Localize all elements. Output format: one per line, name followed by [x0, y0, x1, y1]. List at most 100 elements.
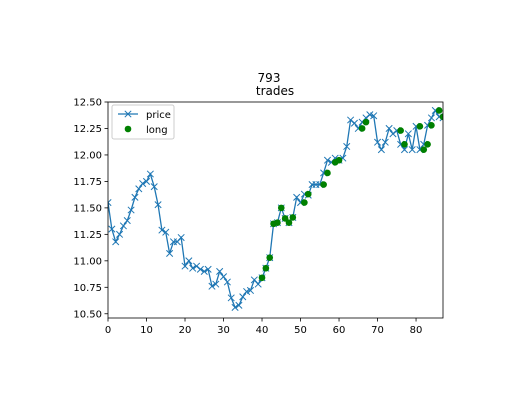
long-point [424, 141, 431, 148]
x-tick-label: 70 [371, 325, 384, 336]
axes: 0 10 20 30 40 50 60 70 80 10.50 10.75 11.00 11.25 11.… [73, 98, 444, 336]
long-point [420, 146, 428, 153]
price-point [139, 179, 147, 188]
price-point [400, 146, 409, 154]
price-point [343, 142, 351, 151]
price-point [373, 138, 382, 146]
long-point [289, 214, 297, 221]
price-point [158, 226, 166, 234]
price-point [204, 265, 212, 273]
long-point [401, 141, 408, 148]
price-point [404, 130, 412, 138]
long-point [258, 274, 266, 282]
price-point [235, 301, 243, 309]
chart-subtitle: trades [256, 84, 294, 98]
long-point [285, 219, 293, 227]
price-point [254, 280, 262, 288]
long-point [358, 125, 366, 132]
chart-title: 793 [258, 71, 281, 85]
price-point [223, 278, 231, 286]
x-tick-label: 40 [256, 325, 269, 336]
long-point [397, 127, 404, 134]
price-point [231, 303, 239, 311]
legend-price-sample [118, 110, 138, 118]
price-point [108, 199, 112, 207]
price-point [166, 249, 174, 257]
legend-long-sample [124, 125, 132, 133]
price-point [239, 293, 247, 301]
price-line [108, 109, 443, 309]
long-point [301, 199, 308, 206]
price-point [427, 114, 436, 122]
long-point [277, 204, 285, 212]
legend-price-label: price [146, 110, 171, 121]
long-point [428, 121, 435, 129]
price-point [181, 262, 189, 270]
long-point [335, 156, 343, 164]
price-point [123, 217, 131, 225]
x-tick-label: 80 [410, 325, 423, 336]
long-point [324, 169, 331, 177]
long-point [362, 118, 370, 126]
x-tick-label: 30 [217, 325, 230, 336]
price-point [200, 267, 208, 275]
price-point [408, 146, 416, 154]
long-point [281, 215, 289, 222]
y-tick-label: 11.50 [73, 203, 102, 214]
price-point [150, 183, 158, 191]
price-point [323, 156, 332, 164]
price-point [112, 238, 120, 246]
price-point [350, 119, 358, 127]
price-point [212, 280, 220, 288]
price-point [196, 265, 204, 273]
y-tick-label: 11.75 [73, 177, 102, 188]
price-point [154, 201, 162, 209]
long-point [439, 113, 443, 121]
y-tick-label: 12.00 [73, 150, 102, 161]
price-point [227, 294, 235, 302]
x-tick-label: 60 [333, 325, 346, 336]
price-point [146, 170, 154, 178]
legend-long-label: long [146, 125, 168, 136]
y-tick-label: 11.25 [73, 230, 102, 241]
price-point [185, 257, 193, 265]
long-point [435, 107, 443, 114]
price-point [189, 264, 197, 272]
y-tick-label: 12.25 [73, 124, 102, 135]
price-point [377, 146, 385, 154]
long-point [266, 254, 274, 261]
price-point [293, 193, 301, 201]
x-tick-label: 20 [179, 325, 192, 336]
price-point [246, 286, 255, 295]
price-point [162, 228, 170, 236]
long-point [320, 181, 327, 188]
price-point [142, 177, 151, 185]
price-point [370, 112, 378, 120]
plot-area [108, 106, 443, 311]
legend: price long [111, 104, 175, 140]
price-point [177, 233, 185, 242]
plot-frame [107, 101, 444, 319]
x-tick-label: 10 [140, 325, 153, 336]
price-point [216, 267, 224, 275]
y-tick-label: 10.50 [73, 309, 102, 320]
x-tick-label: 0 [105, 325, 111, 336]
y-tick-label: 11.00 [73, 256, 102, 267]
x-tick-label: 50 [294, 325, 307, 336]
price-point [135, 185, 143, 193]
long-point [416, 123, 424, 130]
long-point [262, 264, 270, 272]
price-point [385, 124, 393, 133]
long-point [274, 219, 281, 227]
price-point [115, 230, 124, 238]
long-point [304, 190, 312, 198]
price-point [219, 273, 228, 281]
price-point [119, 222, 127, 230]
price-point [208, 282, 216, 290]
price-point [381, 138, 389, 146]
price-point [127, 206, 135, 214]
price-point [108, 225, 116, 233]
price-point [131, 193, 139, 201]
y-tick-label: 10.75 [73, 283, 102, 294]
